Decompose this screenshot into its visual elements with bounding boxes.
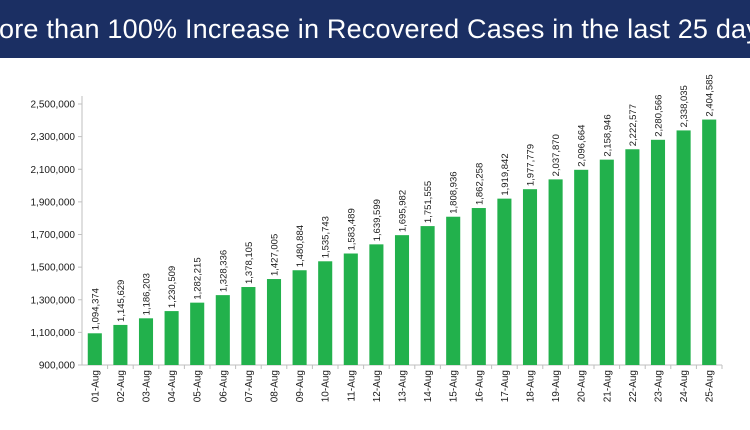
bar bbox=[522, 189, 538, 365]
bar-value-label: 1,639,599 bbox=[372, 199, 383, 241]
x-tick-label: 19-Aug bbox=[551, 370, 562, 402]
x-tick-label: 09-Aug bbox=[295, 370, 306, 402]
x-tick-label: 02-Aug bbox=[116, 370, 127, 402]
bar-value-label: 1,583,489 bbox=[346, 208, 357, 250]
chart-title: More than 100% Increase in Recovered Cas… bbox=[0, 13, 750, 44]
bar bbox=[420, 226, 435, 365]
bar bbox=[625, 149, 640, 365]
bar bbox=[599, 159, 614, 365]
x-tick-label: 08-Aug bbox=[270, 370, 281, 402]
bar bbox=[164, 311, 179, 365]
x-tick-label: 25-Aug bbox=[705, 370, 716, 402]
y-tick-label: 1,700,000 bbox=[31, 230, 76, 241]
x-tick-label: 03-Aug bbox=[142, 370, 153, 402]
bar-value-label: 1,480,884 bbox=[295, 225, 306, 267]
x-tick-label: 14-Aug bbox=[423, 370, 434, 402]
bar bbox=[241, 287, 256, 365]
bar bbox=[369, 244, 384, 365]
y-tick-label: 1,300,000 bbox=[31, 295, 76, 306]
bar bbox=[676, 130, 691, 365]
x-tick-label: 10-Aug bbox=[321, 370, 332, 402]
bar-value-label: 2,096,664 bbox=[577, 125, 588, 167]
bar bbox=[497, 198, 512, 365]
x-tick-label: 16-Aug bbox=[474, 370, 485, 402]
bar bbox=[394, 235, 410, 365]
bar bbox=[471, 208, 486, 365]
title-bar: More than 100% Increase in Recovered Cas… bbox=[0, 0, 750, 58]
bar bbox=[87, 333, 102, 365]
bar bbox=[113, 324, 128, 365]
bar-value-label: 1,427,005 bbox=[270, 234, 281, 276]
x-tick-label: 07-Aug bbox=[244, 370, 255, 402]
x-tick-label: 21-Aug bbox=[602, 370, 613, 402]
bar-value-label: 1,282,215 bbox=[193, 257, 204, 299]
bar-value-label: 2,280,566 bbox=[654, 95, 665, 137]
bar-value-label: 1,535,743 bbox=[321, 216, 332, 258]
x-tick-label: 22-Aug bbox=[628, 370, 639, 402]
x-tick-label: 06-Aug bbox=[218, 370, 229, 402]
bar-value-label: 1,919,842 bbox=[500, 153, 511, 195]
bar-value-label: 1,328,336 bbox=[218, 250, 229, 292]
bar-value-label: 1,094,374 bbox=[90, 288, 101, 330]
y-tick-label: 1,900,000 bbox=[31, 197, 76, 208]
bar-value-label: 1,145,629 bbox=[116, 280, 127, 322]
y-tick-label: 2,300,000 bbox=[31, 132, 76, 143]
bar bbox=[548, 179, 563, 365]
bar bbox=[292, 270, 307, 365]
y-tick-label: 900,000 bbox=[39, 361, 76, 372]
bar-value-label: 2,037,870 bbox=[551, 134, 562, 176]
bar-value-label: 1,378,105 bbox=[244, 242, 255, 284]
x-tick-label: 17-Aug bbox=[500, 370, 511, 402]
x-tick-label: 05-Aug bbox=[193, 370, 204, 402]
bar-value-label: 1,186,203 bbox=[142, 273, 153, 315]
bar bbox=[343, 253, 358, 365]
bar-value-label: 1,977,779 bbox=[526, 144, 537, 186]
bar bbox=[266, 279, 282, 365]
bar-value-label: 2,404,585 bbox=[705, 74, 716, 116]
bar-value-label: 2,222,577 bbox=[628, 104, 639, 146]
x-tick-label: 12-Aug bbox=[372, 370, 383, 402]
bar-value-label: 1,230,509 bbox=[167, 266, 178, 308]
bar-value-label: 2,158,946 bbox=[602, 114, 613, 156]
bar-value-label: 1,862,258 bbox=[474, 163, 485, 205]
x-tick-label: 15-Aug bbox=[449, 370, 460, 402]
bar-value-label: 1,808,936 bbox=[449, 171, 460, 213]
chart-area: 900,000 1,100,000 1,300,000 1,500,000 1,700,… bbox=[0, 58, 750, 430]
x-tick-label: 24-Aug bbox=[679, 370, 690, 402]
bar-chart: 900,000 1,100,000 1,300,000 1,500,000 1,700,… bbox=[31, 74, 723, 402]
bar bbox=[650, 139, 666, 365]
bar bbox=[190, 302, 205, 365]
bar bbox=[318, 261, 333, 365]
y-tick-label: 2,100,000 bbox=[31, 165, 76, 176]
x-tick-label: 18-Aug bbox=[526, 370, 537, 402]
x-tick-label: 13-Aug bbox=[398, 370, 409, 402]
bar-value-label: 1,695,982 bbox=[398, 190, 409, 232]
x-tick-label: 04-Aug bbox=[167, 370, 178, 402]
y-tick-label: 1,500,000 bbox=[31, 263, 76, 274]
bar bbox=[446, 216, 461, 365]
y-tick-label: 1,100,000 bbox=[31, 328, 76, 339]
bar bbox=[574, 169, 589, 365]
x-tick-label: 20-Aug bbox=[577, 370, 588, 402]
bar bbox=[138, 318, 154, 365]
bar bbox=[702, 119, 717, 365]
x-tick-label: 11-Aug bbox=[346, 370, 357, 402]
x-tick-label: 01-Aug bbox=[90, 370, 101, 402]
bar-value-label: 1,751,555 bbox=[423, 181, 434, 223]
x-tick-label: 23-Aug bbox=[654, 370, 665, 402]
y-tick-label: 2,500,000 bbox=[31, 100, 76, 111]
bar bbox=[215, 295, 230, 365]
bar-value-label: 2,338,035 bbox=[679, 85, 690, 127]
